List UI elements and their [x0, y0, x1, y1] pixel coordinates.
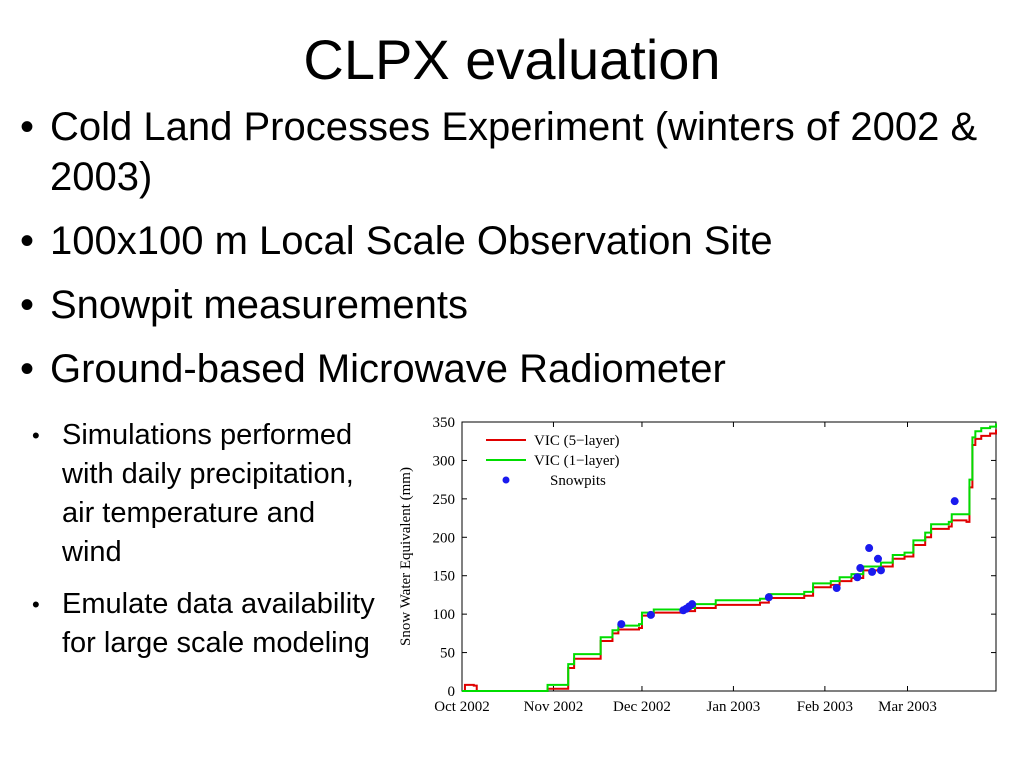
y-axis-label: Snow Water Equivalent (mm): [398, 467, 414, 646]
snowpit-point: [688, 600, 697, 609]
y-tick-label: 200: [433, 530, 456, 546]
bullet-dot-icon: •: [32, 592, 40, 617]
y-tick-label: 0: [448, 684, 456, 700]
chart-plot: 0 50 100 150 200 250 300 350 Oct 2002 Nov 2002 Dec…: [398, 415, 997, 715]
legend-marker: [502, 476, 510, 484]
y-tick-label: 300: [433, 453, 456, 469]
snowpit-point: [853, 573, 862, 582]
y-tick-label: 100: [433, 607, 456, 623]
legend-label: VIC (5−layer): [534, 433, 620, 449]
sub-bullet-list: • Simulations performed with daily preci…: [30, 416, 375, 676]
x-tick-label: Oct 2002: [434, 699, 489, 715]
bullet-text: Snowpit measurements: [50, 283, 468, 327]
sub-bullet-text: Simulations performed with daily precipi…: [62, 419, 354, 568]
slide-title: CLPX evaluation: [303, 28, 721, 91]
plot-frame: [461, 421, 997, 692]
legend-label: Snowpits: [550, 473, 606, 489]
x-tick-label: Jan 2003: [707, 699, 761, 715]
bullet-dot-icon: •: [20, 105, 35, 149]
snowpit-point: [868, 567, 877, 576]
bullet-item: • 100x100 m Local Scale Observation Site: [20, 216, 980, 266]
sub-bullet-item: • Emulate data availability for large sc…: [30, 585, 375, 663]
bullet-item: • Snowpit measurements: [20, 280, 980, 330]
snowpit-point: [764, 593, 773, 602]
y-tick-label: 50: [440, 646, 455, 662]
legend-label: VIC (1−layer): [534, 453, 620, 469]
snowpit-point: [617, 620, 626, 629]
bullet-dot-icon: •: [20, 347, 35, 391]
x-tick-label: Dec 2002: [613, 699, 671, 715]
snowpit-point: [832, 584, 841, 593]
snowpit-point: [876, 566, 885, 575]
x-tick-label: Mar 2003: [878, 699, 937, 715]
y-tick-label: 350: [433, 415, 456, 431]
snowpit-point: [950, 497, 959, 506]
x-tick-label: Feb 2003: [797, 699, 853, 715]
y-tick-label: 150: [433, 569, 456, 585]
y-tick-label: 250: [433, 492, 456, 508]
snowpit-point: [646, 610, 655, 619]
bullet-text: 100x100 m Local Scale Observation Site: [50, 219, 773, 263]
bullet-dot-icon: •: [20, 219, 35, 263]
bullet-text: Ground-based Microwave Radiometer: [50, 347, 726, 391]
bullet-item: • Ground-based Microwave Radiometer: [20, 344, 980, 394]
snowpit-point: [865, 544, 874, 553]
series-line-1: [462, 423, 997, 692]
sub-bullet-item: • Simulations performed with daily preci…: [30, 416, 375, 572]
snowpit-point: [873, 554, 882, 563]
bullet-dot-icon: •: [32, 423, 40, 448]
bullet-text: Cold Land Processes Experiment (winters …: [50, 105, 978, 199]
x-tick-label: Nov 2002: [524, 699, 584, 715]
snowpit-point: [856, 564, 865, 573]
bullet-item: • Cold Land Processes Experiment (winter…: [20, 102, 980, 202]
bullet-dot-icon: •: [20, 283, 35, 327]
sub-bullet-text: Emulate data availability for large scal…: [62, 588, 375, 659]
main-bullet-list: • Cold Land Processes Experiment (winter…: [20, 102, 980, 408]
swe-chart: 0 50 100 150 200 250 300 350 Oct 2002 Nov 2002 Dec…: [398, 415, 997, 715]
